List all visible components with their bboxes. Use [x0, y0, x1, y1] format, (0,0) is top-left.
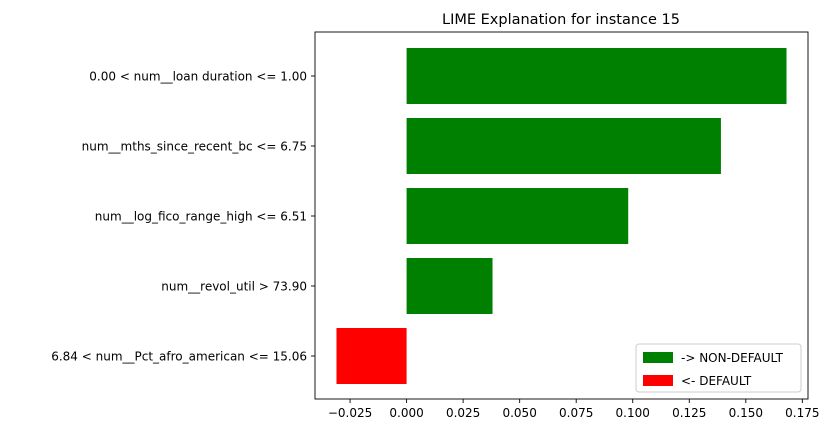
bar-4 — [406, 258, 493, 314]
legend-box — [635, 343, 802, 393]
y-tick-label-3: num__log_fico_range_high <= 6.51 — [95, 210, 307, 224]
legend-label-non-default: -> NON-DEFAULT — [681, 351, 784, 365]
plot-frame — [314, 31, 809, 400]
bars-group — [336, 48, 787, 384]
y-tick-label-4: num__revol_util > 73.90 — [161, 280, 307, 294]
x-tick-label-9: 0.175 — [785, 406, 819, 420]
x-tick-label-3: 0.025 — [446, 406, 480, 420]
legend-swatch-non-default — [643, 352, 673, 363]
bar-2 — [406, 118, 721, 174]
x-tick-label-1: −0.025 — [328, 406, 372, 420]
x-tick-label-7: 0.125 — [672, 406, 706, 420]
x-tick-label-6: 0.100 — [616, 406, 650, 420]
bar-1 — [406, 48, 787, 104]
x-ticks: −0.025 0.000 0.025 0.050 0.075 0.100 0.125 0.15… — [328, 399, 820, 420]
y-tick-labels: 0.00 < num__loan duration <= 1.00 num__mt… — [51, 70, 315, 364]
bar-3 — [406, 188, 629, 244]
legend-label-default: <- DEFAULT — [681, 374, 752, 388]
y-tick-label-1: 0.00 < num__loan duration <= 1.00 — [89, 70, 307, 84]
bar-5 — [336, 328, 407, 384]
x-tick-label-4: 0.050 — [502, 406, 536, 420]
y-tick-label-5: 6.84 < num__Pct_afro_american <= 15.06 — [51, 350, 307, 364]
legend: -> NON-DEFAULT <- DEFAULT — [635, 343, 802, 393]
x-tick-label-5: 0.075 — [559, 406, 593, 420]
legend-swatch-default — [643, 375, 673, 386]
x-tick-label-8: 0.150 — [729, 406, 763, 420]
y-tick-label-2: num__mths_since_recent_bc <= 6.75 — [82, 140, 307, 154]
x-tick-label-2: 0.000 — [389, 406, 423, 420]
chart-title: LIME Explanation for instance 15 — [442, 12, 680, 28]
